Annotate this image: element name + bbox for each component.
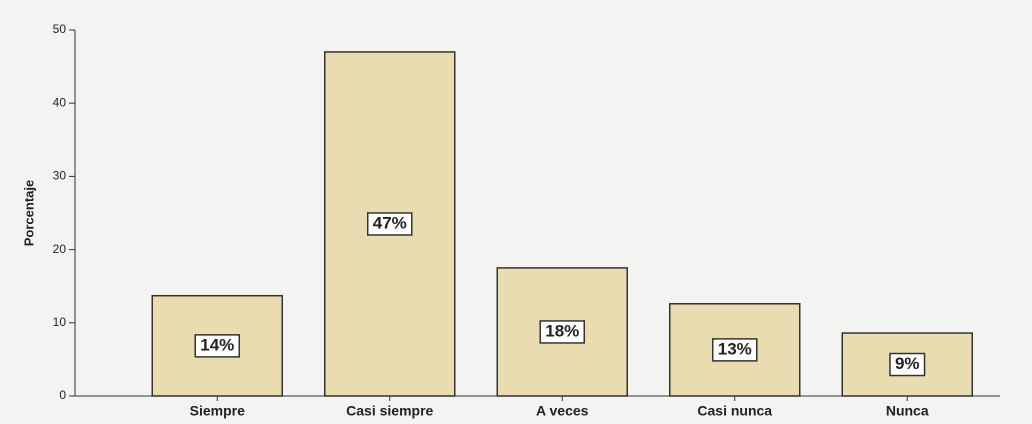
- value-label-box: [194, 334, 241, 358]
- value-label-box: [711, 338, 758, 362]
- y-tick-label: 50: [53, 22, 67, 36]
- x-tick-label: A veces: [536, 403, 589, 419]
- y-tick-label: 10: [53, 315, 67, 329]
- x-tick-label: Casi nunca: [697, 403, 772, 419]
- y-axis-label: Porcentaje: [21, 180, 36, 246]
- x-tick-label: Casi siempre: [346, 403, 433, 419]
- value-label-box: [366, 212, 413, 236]
- y-tick-label: 20: [53, 242, 67, 256]
- value-label: 14%: [200, 335, 234, 354]
- value-label-box: [889, 352, 926, 377]
- value-label: 47%: [373, 213, 407, 232]
- y-tick-label: 0: [59, 388, 66, 402]
- y-tick-label: 40: [53, 95, 67, 109]
- bar: [669, 303, 801, 397]
- x-tick-label: Siempre: [190, 403, 245, 419]
- x-tick-label: Nunca: [886, 403, 929, 419]
- y-tick-label: 30: [53, 169, 67, 183]
- value-label: 9%: [895, 354, 920, 373]
- value-label: 13%: [718, 339, 752, 358]
- value-label-box: [539, 320, 586, 344]
- value-label: 18%: [545, 321, 579, 340]
